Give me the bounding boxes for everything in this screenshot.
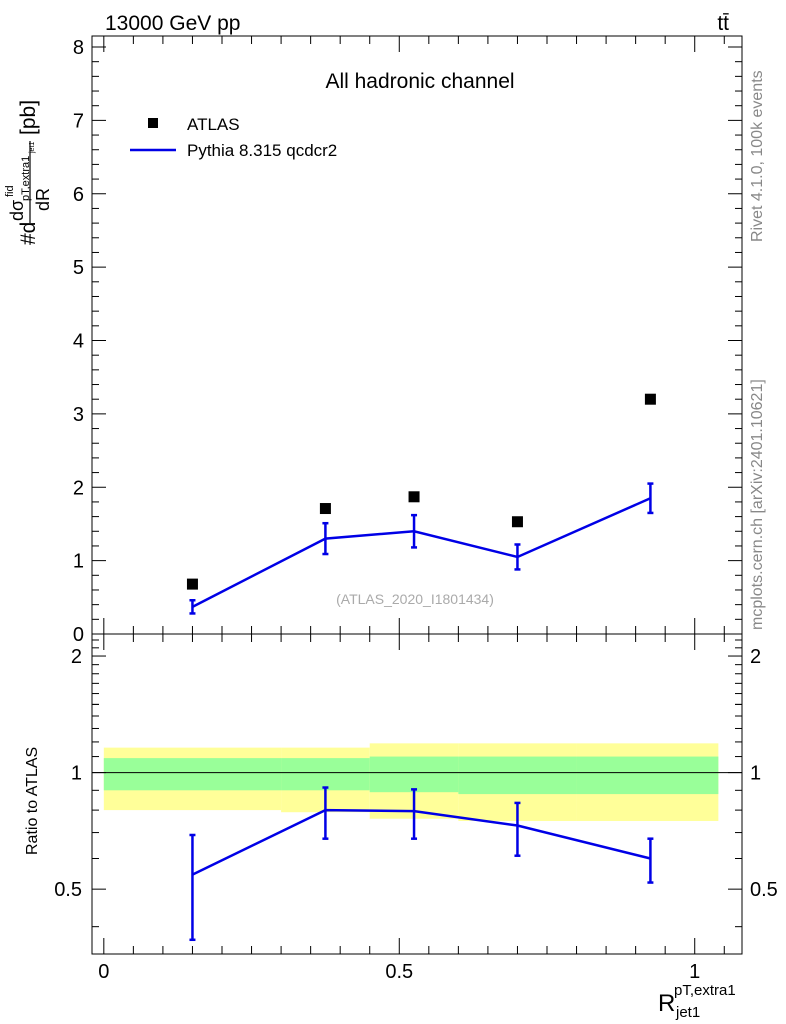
ratio-panel-frame xyxy=(91,633,743,955)
ratio-y-tick-label: 2 xyxy=(71,646,82,668)
main-title: All hadronic channel xyxy=(325,70,514,93)
ratio-y-tick-label: 1 xyxy=(71,763,82,785)
main-data-marks xyxy=(186,393,656,615)
legend: ATLAS Pythia 8.315 qcdcr2 xyxy=(130,115,337,160)
main-y-tick-label: 0 xyxy=(73,624,84,646)
ratio-bands xyxy=(103,743,719,821)
ylabel-subsub: jet1 xyxy=(29,142,36,154)
ratio-y-tick-label-right: 1 xyxy=(750,763,761,785)
main-y-tick-label: 5 xyxy=(73,257,84,279)
main-atlas-point xyxy=(408,491,420,503)
main-y-tick-label: 1 xyxy=(73,551,84,573)
ratio-band-inner xyxy=(458,756,577,795)
ratio-band-inner xyxy=(369,756,459,793)
main-atlas-point xyxy=(511,516,523,528)
ratio-band-inner xyxy=(103,758,282,791)
ylabel-unit: [pb] xyxy=(17,100,40,135)
main-y-tick-label: 4 xyxy=(73,331,84,353)
x-tick-label: 0.5 xyxy=(385,961,413,983)
x-axis-label: R pT,extra1 jet1 xyxy=(658,982,736,1021)
xlabel-sub: jet1 xyxy=(675,1004,700,1021)
ratio-x-axis: 0 0.5 1 xyxy=(98,634,725,983)
ratio-y-axis: 0.5 0.5 1 1 2 2 xyxy=(54,639,778,928)
x-tick-label: 0 xyxy=(98,961,109,983)
ratio-y-axis-label: Ratio to ATLAS xyxy=(24,747,41,855)
main-y-axis-label: #d dσ fid pT,extra1 jet1 dR [pb] xyxy=(4,100,53,245)
energy-label: 13000 GeV pp xyxy=(105,12,240,35)
legend-label-pythia: Pythia 8.315 qcdcr2 xyxy=(187,141,337,160)
ratio-data-marks xyxy=(189,786,654,942)
main-atlas-point xyxy=(644,393,656,405)
ylabel-sub: pT,extra1 xyxy=(20,156,32,201)
main-atlas-point xyxy=(186,578,198,590)
main-y-tick-label: 6 xyxy=(73,184,84,206)
main-panel: 0 1 2 3 4 5 6 7 8 All hadronic channel (ATLAS_20… xyxy=(4,35,743,646)
legend-marker-atlas xyxy=(148,118,158,128)
ratio-y-tick-label-right: 2 xyxy=(750,646,761,668)
main-atlas-point xyxy=(319,503,331,515)
ratio-y-tick-label-right: 0.5 xyxy=(750,879,778,901)
ratio-band-inner xyxy=(281,758,370,791)
xlabel-sup: pT,extra1 xyxy=(674,982,736,999)
ratio-y-tick-label: 0.5 xyxy=(54,879,82,901)
ylabel-denominator: dR xyxy=(33,188,53,211)
analysis-label: (ATLAS_2020_I1801434) xyxy=(336,591,494,607)
process-label: tt̄ xyxy=(717,12,729,35)
mcplots-label: mcplots.cern.ch [arXiv:2401.10621] xyxy=(749,379,766,630)
ratio-band-inner xyxy=(576,756,719,795)
main-x-ticks xyxy=(103,36,725,634)
main-y-tick-label: 3 xyxy=(73,404,84,426)
rivet-label: Rivet 4.1.0, 100k events xyxy=(749,70,766,242)
xlabel-main: R xyxy=(658,990,675,1017)
ylabel-prefix: #d xyxy=(17,222,40,245)
legend-label-atlas: ATLAS xyxy=(187,115,240,134)
ratio-panel: 0.5 0.51 12 2 0 0.5 1 Ratio to ATLAS R pT,ext… xyxy=(24,633,778,1021)
main-y-tick-label: 8 xyxy=(73,37,84,59)
main-y-tick-label: 2 xyxy=(73,477,84,499)
main-y-tick-label: 7 xyxy=(73,110,84,132)
x-tick-label: 1 xyxy=(689,961,700,983)
ylabel-fid: fid xyxy=(4,185,16,197)
main-y-axis: 0 1 2 3 4 5 6 7 8 xyxy=(73,37,742,646)
ylabel-numerator: dσ xyxy=(7,200,27,221)
